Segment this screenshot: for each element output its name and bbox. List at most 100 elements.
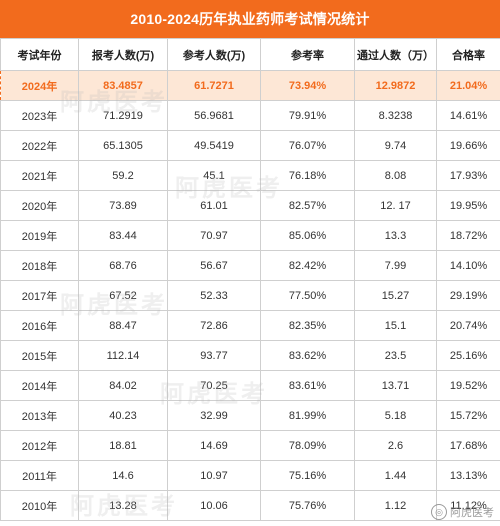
table-row: 2022年 65.1305 49.5419 76.07% 9.74 19.66% [0,130,500,161]
cell-passed: 1.12 [354,490,437,521]
cell-year: 2017年 [0,280,79,311]
header-year: 考试年份 [0,38,79,71]
cell-passed: 12.9872 [354,70,437,101]
cell-year: 2012年 [0,430,79,461]
cell-year: 2020年 [0,190,79,221]
cell-year: 2024年 [0,70,79,101]
cell-participation-rate: 79.91% [260,100,355,131]
exam-statistics-table: 考试年份 报考人数(万) 参考人数(万) 参考率 通过人数（万） 合格率 202… [0,38,500,521]
cell-participation-rate: 78.09% [260,430,355,461]
table-row: 2023年 71.2919 56.9681 79.91% 8.3238 14.6… [0,100,500,131]
cell-pass-rate: 19.52% [436,370,500,401]
cell-passed: 23.5 [354,340,437,371]
cell-year: 2015年 [0,340,79,371]
cell-year: 2019年 [0,220,79,251]
cell-applicants: 83.4857 [78,70,168,101]
cell-pass-rate: 11.12% [436,490,500,521]
corner-watermark-text: 阿虎医考 [450,507,494,519]
table-row: 2015年 112.14 93.77 83.62% 23.5 25.16% [0,340,500,371]
cell-participation-rate: 83.61% [260,370,355,401]
cell-participants: 61.01 [167,190,261,221]
cell-applicants: 73.89 [78,190,168,221]
cell-pass-rate: 14.10% [436,250,500,281]
cell-pass-rate: 20.74% [436,310,500,341]
cell-participation-rate: 82.57% [260,190,355,221]
header-row: 考试年份 报考人数(万) 参考人数(万) 参考率 通过人数（万） 合格率 [0,38,500,71]
cell-passed: 12. 17 [354,190,437,221]
cell-applicants: 67.52 [78,280,168,311]
cell-year: 2013年 [0,400,79,431]
cell-year: 2016年 [0,310,79,341]
header-passed: 通过人数（万） [354,38,437,71]
table-row: 2013年 40.23 32.99 81.99% 5.18 15.72% [0,400,500,431]
cell-pass-rate: 19.95% [436,190,500,221]
cell-participation-rate: 76.07% [260,130,355,161]
cell-pass-rate: 17.68% [436,430,500,461]
table-row-highlighted: 2024年 83.4857 61.7271 73.94% 12.9872 21.… [0,70,500,101]
table-row: 2014年 84.02 70.25 83.61% 13.71 19.52% [0,370,500,401]
cell-participation-rate: 82.42% [260,250,355,281]
cell-year: 2010年 [0,490,79,521]
cell-participants: 61.7271 [167,70,261,101]
table-row: 2018年 68.76 56.67 82.42% 7.99 14.10% [0,250,500,281]
table-row: 2010年 13.28 10.06 75.76% 1.12 11.12% [0,490,500,521]
cell-passed: 13.3 [354,220,437,251]
cell-passed: 15.1 [354,310,437,341]
cell-participation-rate: 76.18% [260,160,355,191]
cell-applicants: 40.23 [78,400,168,431]
cell-passed: 7.99 [354,250,437,281]
cell-pass-rate: 29.19% [436,280,500,311]
cell-applicants: 112.14 [78,340,168,371]
cell-participants: 52.33 [167,280,261,311]
cell-participation-rate: 75.16% [260,460,355,491]
cell-pass-rate: 15.72% [436,400,500,431]
cell-applicants: 18.81 [78,430,168,461]
cell-passed: 2.6 [354,430,437,461]
cell-passed: 1.44 [354,460,437,491]
cell-participants: 10.97 [167,460,261,491]
table-title: 2010-2024历年执业药师考试情况统计 [0,0,500,38]
cell-participants: 49.5419 [167,130,261,161]
cell-participants: 70.97 [167,220,261,251]
cell-participation-rate: 81.99% [260,400,355,431]
header-participants: 参考人数(万) [167,38,261,71]
cell-passed: 15.27 [354,280,437,311]
cell-participation-rate: 75.76% [260,490,355,521]
cell-year: 2014年 [0,370,79,401]
cell-year: 2018年 [0,250,79,281]
cell-applicants: 88.47 [78,310,168,341]
cell-passed: 8.08 [354,160,437,191]
cell-participation-rate: 73.94% [260,70,355,101]
cell-participants: 56.67 [167,250,261,281]
cell-pass-rate: 21.04% [436,70,500,101]
cell-pass-rate: 13.13% [436,460,500,491]
cell-year: 2023年 [0,100,79,131]
cell-passed: 8.3238 [354,100,437,131]
cell-participants: 56.9681 [167,100,261,131]
table-row: 2012年 18.81 14.69 78.09% 2.6 17.68% [0,430,500,461]
cell-pass-rate: 14.61% [436,100,500,131]
header-pass-rate: 合格率 [436,38,500,71]
cell-participation-rate: 85.06% [260,220,355,251]
cell-applicants: 71.2919 [78,100,168,131]
cell-participants: 10.06 [167,490,261,521]
cell-applicants: 68.76 [78,250,168,281]
cell-pass-rate: 19.66% [436,130,500,161]
cell-passed: 13.71 [354,370,437,401]
cell-participants: 93.77 [167,340,261,371]
table-row: 2020年 73.89 61.01 82.57% 12. 17 19.95% [0,190,500,221]
cell-applicants: 83.44 [78,220,168,251]
cell-participants: 70.25 [167,370,261,401]
table-row: 2021年 59.2 45.1 76.18% 8.08 17.93% [0,160,500,191]
cell-applicants: 84.02 [78,370,168,401]
cell-pass-rate: 25.16% [436,340,500,371]
cell-applicants: 13.28 [78,490,168,521]
cell-applicants: 14.6 [78,460,168,491]
table-row: 2019年 83.44 70.97 85.06% 13.3 18.72% [0,220,500,251]
cell-pass-rate: 18.72% [436,220,500,251]
cell-participants: 32.99 [167,400,261,431]
cell-participants: 72.86 [167,310,261,341]
cell-passed: 9.74 [354,130,437,161]
header-applicants: 报考人数(万) [78,38,168,71]
cell-year: 2021年 [0,160,79,191]
